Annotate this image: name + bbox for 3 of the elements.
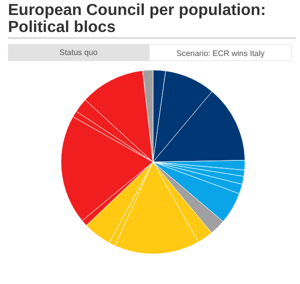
- text: Status quo: [8, 44, 149, 61]
- chart-title: European Council per population: Political blocs: [8, 2, 267, 36]
- text: Scenario: ECR wins Italy: [149, 44, 292, 61]
